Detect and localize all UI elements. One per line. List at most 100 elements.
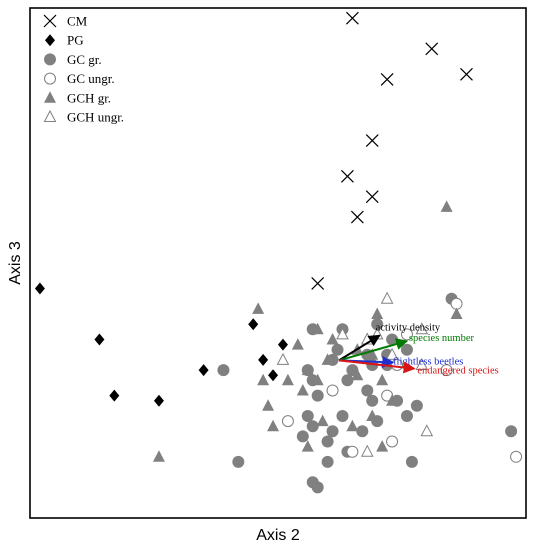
data-point-cm (425, 42, 439, 56)
data-point-pg (268, 369, 279, 382)
legend-label-cm: CM (67, 14, 88, 29)
legend-label-gc-ungr: GC ungr. (67, 71, 115, 86)
data-point-gch-gr (252, 302, 265, 314)
data-point-gc-gr (331, 343, 344, 356)
data-point-cm (380, 72, 394, 86)
data-point-pg (248, 318, 259, 331)
data-point-gc-gr (311, 389, 324, 402)
data-point-gc-gr (505, 425, 518, 438)
data-point-gc-ungr (510, 450, 523, 463)
vector-label-species-number: species number (409, 333, 475, 344)
data-point-gch-gr (366, 348, 379, 360)
data-point-cm (341, 169, 354, 183)
data-point-gch-gr (376, 440, 389, 452)
data-point-gc-gr (361, 384, 374, 397)
data-point-gch-gr (257, 373, 270, 386)
data-point-gch-gr (316, 414, 329, 427)
data-point-cm (345, 11, 359, 25)
data-point-gch-gr (376, 373, 389, 386)
data-point-gch-gr (311, 373, 324, 386)
data-point-gc-gr (321, 435, 334, 448)
legend-marker-pg (45, 34, 55, 47)
data-point-gch-gr (371, 307, 384, 319)
data-point-gch-gr (296, 384, 309, 396)
data-point-gch-gr (291, 338, 304, 350)
data-point-pg (198, 364, 209, 377)
data-point-gch-gr (262, 399, 275, 411)
data-point-gch-gr (152, 450, 165, 462)
data-point-pg (109, 389, 120, 402)
data-point-pg (277, 338, 288, 351)
vector-label-activity-density: activity density (376, 322, 441, 333)
data-point-gc-gr (311, 481, 324, 494)
data-point-gc-gr (400, 343, 413, 356)
plot-frame (29, 7, 527, 519)
data-point-gc-gr (301, 410, 314, 422)
data-point-gch-ungr (380, 291, 394, 304)
data-point-gc-gr (217, 364, 230, 377)
data-point-gc-ungr (386, 435, 399, 448)
data-point-gch-gr (386, 394, 399, 406)
data-point-pg (94, 333, 105, 346)
vector-label-endangered-species: endangered species (417, 366, 498, 377)
data-point-gc-gr (356, 425, 369, 438)
data-point-gch-ungr (415, 322, 429, 335)
vector-activity-density (338, 334, 381, 362)
data-point-gc-gr (321, 455, 334, 468)
data-point-gc-gr (326, 425, 339, 438)
data-point-gch-gr (311, 322, 324, 335)
data-point-gch-gr (346, 419, 359, 432)
legend-label-gch-ungr: GCH ungr. (67, 110, 124, 125)
vector-endangered-species (338, 359, 416, 374)
data-point-gch-gr (281, 373, 294, 386)
legend-marker-gch-ungr (43, 109, 57, 122)
legend-marker-gc-gr (44, 53, 56, 66)
data-point-gch-ungr (360, 444, 374, 457)
data-point-gc-ungr (346, 445, 359, 458)
legend-label-pg: PG (67, 33, 84, 48)
data-point-gc-gr (296, 430, 309, 443)
legend-label-gc-gr: GC gr. (67, 52, 102, 67)
data-point-cm (365, 134, 379, 148)
data-point-gch-gr (301, 363, 314, 376)
data-point-gc-gr (232, 455, 245, 468)
data-point-gc-gr (306, 420, 319, 433)
data-point-gc-gr (366, 394, 379, 407)
vector-label-flightless-beetles: flightless beetles (393, 356, 463, 367)
legend-marker-gch-gr (44, 91, 56, 103)
x-axis-title: Axis 2 (256, 527, 300, 544)
legend-label-gch-gr: GCH gr. (67, 90, 111, 105)
data-point-gch-gr (440, 200, 453, 212)
data-point-gch-ungr (415, 357, 429, 370)
data-point-gch-gr (301, 440, 314, 452)
data-point-gch-gr (366, 409, 379, 421)
data-point-pg (153, 394, 164, 407)
data-point-gc-gr (405, 455, 418, 468)
legend-marker-gc-ungr (44, 72, 56, 85)
data-point-gc-gr (341, 374, 354, 387)
legend: CM PG GC gr. GC ungr. GCH gr. GCH ungr. (43, 14, 124, 125)
data-point-gch-gr (321, 353, 334, 365)
data-point-gc-gr (410, 399, 423, 412)
data-point-cm (365, 190, 379, 204)
vector-species-number (338, 338, 409, 362)
data-point-gc-gr (371, 318, 384, 331)
data-point-gch-ungr (420, 424, 434, 437)
data-point-cm (350, 210, 364, 224)
data-point-gc-gr (336, 410, 349, 422)
data-point-gc-ungr (326, 384, 339, 397)
data-point-gch-gr (326, 333, 339, 345)
data-point-gc-ungr (440, 364, 453, 377)
data-point-gch-gr (351, 368, 364, 381)
data-point-gch-ungr (336, 327, 349, 340)
data-point-gch-gr (450, 307, 463, 319)
data-point-cm (460, 67, 473, 81)
data-point-gch-ungr (276, 352, 290, 365)
legend-marker-cm (43, 14, 57, 28)
data-point-gc-ungr (281, 415, 294, 428)
data-point-gc-gr (400, 410, 413, 422)
data-point-gch-gr (267, 419, 280, 432)
data-point-pg (34, 282, 45, 295)
y-axis-title: Axis 3 (7, 241, 24, 285)
